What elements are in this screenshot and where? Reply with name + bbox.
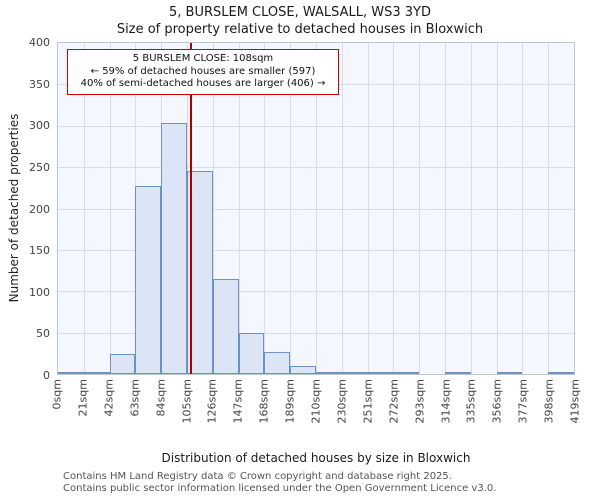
x-tick-label: 63sqm: [128, 379, 142, 417]
histogram-bar: [238, 332, 265, 374]
x-tick-label: 210sqm: [309, 379, 323, 424]
y-tick-label: 250: [29, 160, 50, 174]
footer-licence: Contains public sector information licen…: [63, 483, 497, 494]
gridline-horizontal: [58, 291, 574, 293]
x-tick-label: 293sqm: [413, 379, 427, 424]
plot-area: 5 BURSLEM CLOSE: 108sqm ← 59% of detache…: [57, 42, 575, 375]
y-tick-label: 400: [29, 36, 50, 49]
y-tick-label: 50: [36, 327, 50, 341]
x-tick-label: 105sqm: [180, 379, 193, 424]
x-axis-ticks: 0sqm 21sqm 42sqm 63sqm 84sqm 105sqm 126sqm 147s…: [51, 377, 582, 449]
gridline-horizontal: [58, 249, 574, 251]
y-tick-label: 0: [43, 369, 50, 382]
x-tick-label: 377sqm: [516, 379, 530, 424]
x-tick-label: 84sqm: [154, 379, 168, 417]
x-tick-label: 230sqm: [335, 379, 349, 424]
x-tick-label: 314sqm: [439, 379, 452, 424]
histogram-bar: [496, 372, 523, 374]
y-tick-label: 100: [29, 285, 50, 299]
y-tick-label: 300: [29, 119, 50, 133]
histogram-bar: [341, 372, 368, 374]
histogram-bar: [290, 365, 316, 374]
histogram-bar: [161, 123, 187, 374]
histogram-bar: [212, 278, 239, 374]
x-tick-label: 42sqm: [102, 379, 116, 417]
x-axis-label: Distribution of detached houses by size …: [161, 451, 471, 465]
x-tick-label: 168sqm: [257, 379, 271, 424]
annotation-smaller-share: ← 59% of detached houses are smaller (59…: [90, 65, 316, 77]
x-tick-label: 272sqm: [387, 379, 401, 424]
gridline-horizontal: [58, 208, 574, 210]
histogram-bar: [393, 372, 420, 374]
x-tick-label: 356sqm: [490, 379, 504, 424]
histogram-bar: [445, 372, 471, 374]
histogram-bar: [264, 351, 291, 374]
gridline-horizontal: [58, 332, 574, 334]
annotation-box: 5 BURSLEM CLOSE: 108sqm ← 59% of detache…: [67, 49, 339, 95]
histogram-bar: [548, 372, 574, 374]
gridline-horizontal: [58, 125, 574, 127]
y-tick-label: 200: [29, 202, 50, 216]
x-tick-label: 419sqm: [568, 379, 582, 424]
x-tick-label: 0sqm: [50, 379, 64, 410]
histogram-bar: [367, 372, 394, 374]
footer-copyright: Contains HM Land Registry data © Crown c…: [63, 471, 452, 482]
annotation-property-size: 5 BURSLEM CLOSE: 108sqm: [132, 53, 274, 64]
y-axis-ticks: 0 50 100 150 200 250 300 350 400: [0, 36, 57, 382]
histogram-bar: [109, 354, 136, 374]
x-tick-label: 251sqm: [361, 379, 375, 424]
histogram-bar: [58, 372, 84, 374]
chart-subtitle: Size of property relative to detached ho…: [116, 22, 484, 37]
y-tick-label: 150: [29, 244, 50, 258]
x-tick-label: 126sqm: [205, 379, 219, 424]
annotation-larger-share: 40% of semi-detached houses are larger (…: [80, 78, 326, 89]
x-tick-label: 335sqm: [464, 379, 478, 424]
property-size-marker-line: [190, 43, 192, 374]
gridline-horizontal: [58, 167, 574, 169]
y-tick-label: 350: [29, 77, 50, 91]
histogram-bar: [83, 372, 110, 374]
x-tick-label: 189sqm: [283, 379, 297, 424]
x-tick-label: 398sqm: [542, 379, 556, 424]
histogram-bar: [135, 186, 162, 374]
histogram-bars: [58, 43, 574, 374]
chart-title: 5, BURSLEM CLOSE, WALSALL, WS3 3YD: [168, 5, 432, 20]
histogram-bar: [316, 371, 342, 374]
x-tick-label: 147sqm: [231, 379, 245, 424]
x-tick-label: 21sqm: [76, 379, 90, 417]
